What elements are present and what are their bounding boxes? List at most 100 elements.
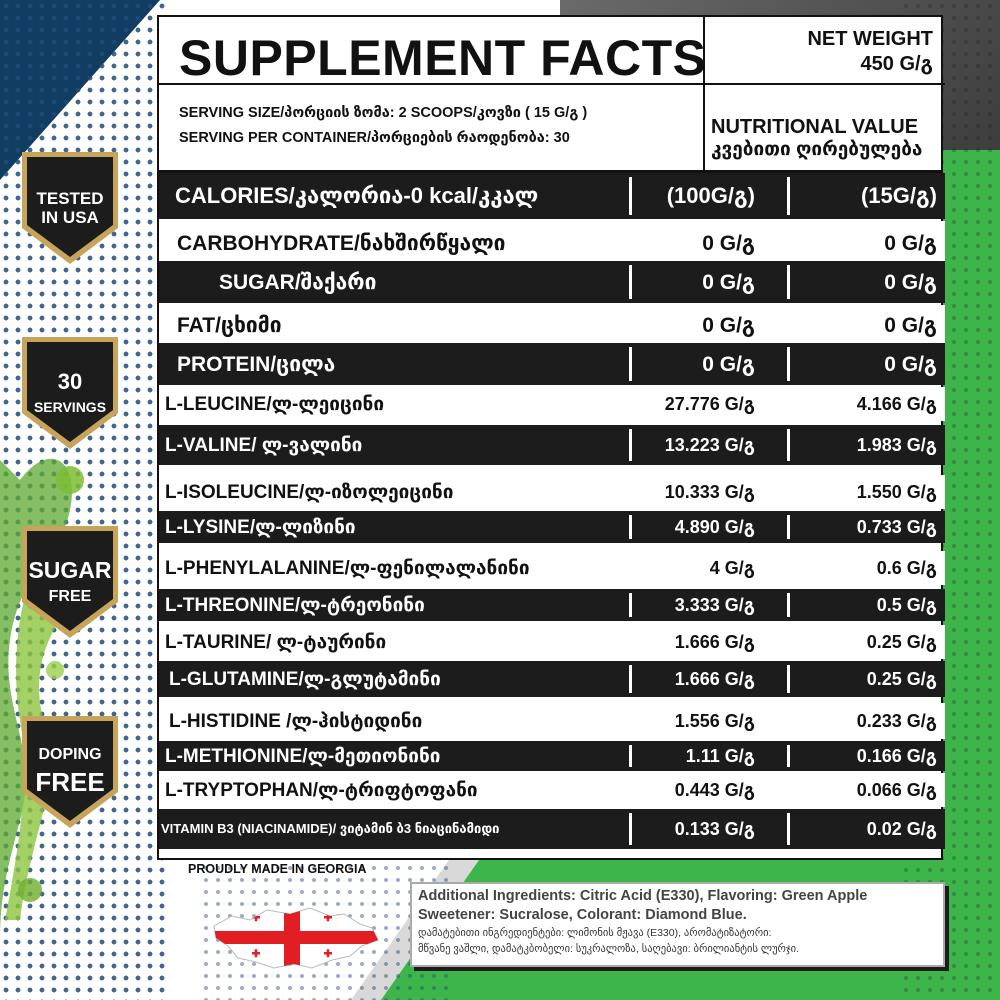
ingredients-en-line1: Additional Ingredients: Citric Acid (E33… bbox=[418, 888, 868, 904]
value-per-100g: 0.443 G/გ bbox=[674, 779, 755, 800]
value-per-serving: 0.5 G/გ bbox=[876, 594, 937, 615]
value-per-serving: 4.166 G/გ bbox=[856, 393, 937, 414]
nutrient-name: L-PHENYLALANINE/ლ-ფენილალანინი bbox=[165, 557, 530, 579]
facts-header: SUPPLEMENT FACTS NET WEIGHT 450 G/გ SERV… bbox=[159, 17, 945, 173]
value-per-serving: 0 G/გ bbox=[884, 270, 937, 294]
badge-line1: SUGAR bbox=[28, 557, 112, 584]
column-separator bbox=[787, 177, 790, 215]
column-separator bbox=[787, 515, 790, 539]
value-per-serving: 0.6 G/გ bbox=[876, 557, 937, 578]
value-per-serving: 0 G/გ bbox=[884, 231, 937, 255]
nutrient-name: L-LYSINE/ლ-ლიზინი bbox=[165, 516, 356, 538]
value-per-serving: 0.733 G/გ bbox=[856, 516, 937, 537]
table-row: PROTEIN/ცილა 0 G/გ 0 G/გ bbox=[159, 343, 945, 385]
value-per-100g: 4 G/გ bbox=[709, 557, 755, 578]
badge-line1: TESTED bbox=[36, 188, 104, 208]
table-row: L-HISTIDINE /ლ-ჰისტიდინი 1.556 G/გ 0.233 G… bbox=[159, 703, 945, 739]
badge-sugar-free: SUGAR FREE bbox=[18, 522, 122, 642]
nutrient-name: L-HISTIDINE /ლ-ჰისტიდინი bbox=[169, 710, 423, 732]
nutrient-name: L-ISOLEUCINE/ლ-იზოლეიცინი bbox=[165, 481, 454, 503]
ingredients-ka-line1: დამატებითი ინგრედიენტები: ლიმონის მჟავა … bbox=[418, 926, 772, 939]
supplement-facts-panel: SUPPLEMENT FACTS NET WEIGHT 450 G/გ SERV… bbox=[157, 15, 945, 860]
value-per-serving: 0.02 G/გ bbox=[866, 818, 937, 839]
nutrient-name: SUGAR/შაქარი bbox=[219, 270, 377, 294]
net-weight-label: NET WEIGHT bbox=[807, 28, 933, 50]
value-per-100g: 3.333 G/გ bbox=[674, 594, 755, 615]
nutrient-name: PROTEIN/ცილა bbox=[177, 352, 336, 376]
made-in-georgia: PROUDLY MADE IN GEORGIA bbox=[188, 862, 367, 876]
column-separator bbox=[629, 515, 632, 539]
value-per-serving: 1.983 G/გ bbox=[856, 434, 937, 455]
table-row: SUGAR/შაქარი 0 G/გ 0 G/გ bbox=[159, 261, 945, 303]
servings-per-container: SERVING PER CONTAINER/პორციების რაოდენობ… bbox=[179, 129, 570, 146]
value-per-100g: (100G/გ) bbox=[666, 183, 755, 208]
value-per-100g: 0 G/გ bbox=[702, 352, 755, 376]
table-row: VITAMIN B3 (NIACINAMIDE)/ ვიტამინ ბ3 ნია… bbox=[159, 809, 945, 849]
shield-icon bbox=[22, 526, 118, 638]
badge-30-servings: 30 SERVINGS bbox=[18, 333, 122, 453]
column-separator bbox=[629, 593, 632, 617]
badge-line1: DOPING bbox=[38, 746, 102, 764]
table-row: L-ISOLEUCINE/ლ-იზოლეიცინი 10.333 G/გ 1.550… bbox=[159, 475, 945, 509]
nutrient-name: CALORIES/კალორია-0 kcal/კკალ bbox=[175, 183, 539, 208]
table-row: CALORIES/კალორია-0 kcal/კკალ (100G/გ) (15G… bbox=[159, 173, 945, 219]
column-separator bbox=[787, 813, 790, 845]
nutrient-name: L-TAURINE/ ლ-ტაურინი bbox=[165, 631, 387, 653]
value-per-serving: 0.066 G/გ bbox=[856, 779, 937, 800]
value-per-serving: 0.233 G/გ bbox=[856, 710, 937, 731]
column-separator bbox=[629, 429, 632, 461]
table-row: L-VALINE/ ლ-ვალინი 13.223 G/გ 1.983 G/გ bbox=[159, 425, 945, 465]
nutrient-name: CARBOHYDRATE/ნახშირწყალი bbox=[177, 231, 506, 255]
nutritional-value-ka: კვებითი ღირებულება bbox=[711, 139, 923, 160]
table-row: CARBOHYDRATE/ნახშირწყალი 0 G/გ 0 G/გ bbox=[159, 221, 945, 265]
value-per-100g: 1.11 G/გ bbox=[685, 745, 755, 766]
column-separator bbox=[787, 593, 790, 617]
badge-line2: IN USA bbox=[41, 208, 99, 227]
nutritional-value-heading: NUTRITIONAL VALUE კვებითი ღირებულება bbox=[711, 115, 933, 162]
serving-info: SERVING SIZE/პორციის ზომა: 2 SCOOPS/კოვზ… bbox=[179, 101, 587, 150]
value-per-serving: 0.25 G/გ bbox=[866, 668, 937, 689]
value-per-100g: 0 G/გ bbox=[702, 313, 755, 337]
value-per-serving: (15G/გ) bbox=[860, 183, 937, 208]
value-per-100g: 0.133 G/გ bbox=[674, 818, 755, 839]
column-separator bbox=[629, 813, 632, 845]
table-row: L-LYSINE/ლ-ლიზინი 4.890 G/გ 0.733 G/გ bbox=[159, 511, 945, 543]
column-separator bbox=[629, 265, 632, 299]
table-row: L-METHIONINE/ლ-მეთიონინი 1.11 G/გ 0.166 G/… bbox=[159, 741, 945, 771]
additional-ingredients-box: Additional Ingredients: Citric Acid (E33… bbox=[410, 882, 945, 967]
divider bbox=[159, 170, 941, 173]
value-per-serving: 0.25 G/გ bbox=[866, 631, 937, 652]
nutrient-name: VITAMIN B3 (NIACINAMIDE)/ ვიტამინ ბ3 ნია… bbox=[161, 821, 500, 836]
table-row: L-GLUTAMINE/ლ-გლუტამინი 1.666 G/გ 0.25 G/გ bbox=[159, 661, 945, 697]
ingredients-ka-line2: მწვანე ვაშლი, დამატკბობელი: სუკრალოზა, ს… bbox=[418, 942, 800, 955]
page-title: SUPPLEMENT FACTS bbox=[179, 30, 707, 86]
nutrient-name: L-VALINE/ ლ-ვალინი bbox=[165, 434, 363, 456]
column-separator bbox=[787, 347, 790, 381]
serving-size: SERVING SIZE/პორციის ზომა: 2 SCOOPS/კოვზ… bbox=[179, 105, 588, 121]
value-per-100g: 1.666 G/გ bbox=[674, 631, 755, 652]
badge-line2: FREE bbox=[35, 767, 105, 798]
nutrient-name: L-THREONINE/ლ-ტრეონინი bbox=[165, 594, 425, 616]
column-separator bbox=[629, 665, 632, 693]
badge-doping-free: DOPING FREE bbox=[18, 712, 122, 832]
divider bbox=[703, 83, 945, 85]
nutritional-value-en: NUTRITIONAL VALUE bbox=[711, 116, 919, 138]
nutrient-name: FAT/ცხიმი bbox=[177, 313, 282, 337]
net-weight: NET WEIGHT 450 G/გ bbox=[711, 27, 933, 77]
badge-line2: SERVINGS bbox=[33, 399, 107, 416]
value-per-100g: 1.666 G/გ bbox=[674, 668, 755, 689]
shield-icon bbox=[22, 337, 118, 449]
badge-line2: FREE bbox=[48, 587, 92, 605]
value-per-100g: 1.556 G/გ bbox=[674, 710, 755, 731]
column-separator bbox=[787, 429, 790, 461]
column-separator bbox=[629, 177, 632, 215]
value-per-serving: 1.550 G/გ bbox=[856, 481, 937, 502]
value-per-100g: 10.333 G/გ bbox=[664, 481, 755, 502]
green-splash-illustration bbox=[0, 458, 117, 940]
table-row: L-LEUCINE/ლ-ლეიცინი 27.776 G/გ 4.166 G/გ bbox=[159, 387, 945, 421]
nutrient-name: L-LEUCINE/ლ-ლეიცინი bbox=[165, 393, 385, 415]
nutrient-name: L-GLUTAMINE/ლ-გლუტამინი bbox=[169, 668, 441, 690]
table-row: FAT/ცხიმი 0 G/გ 0 G/გ bbox=[159, 305, 945, 345]
table-row: L-THREONINE/ლ-ტრეონინი 3.333 G/გ 0.5 G/გ bbox=[159, 589, 945, 621]
column-separator bbox=[787, 265, 790, 299]
